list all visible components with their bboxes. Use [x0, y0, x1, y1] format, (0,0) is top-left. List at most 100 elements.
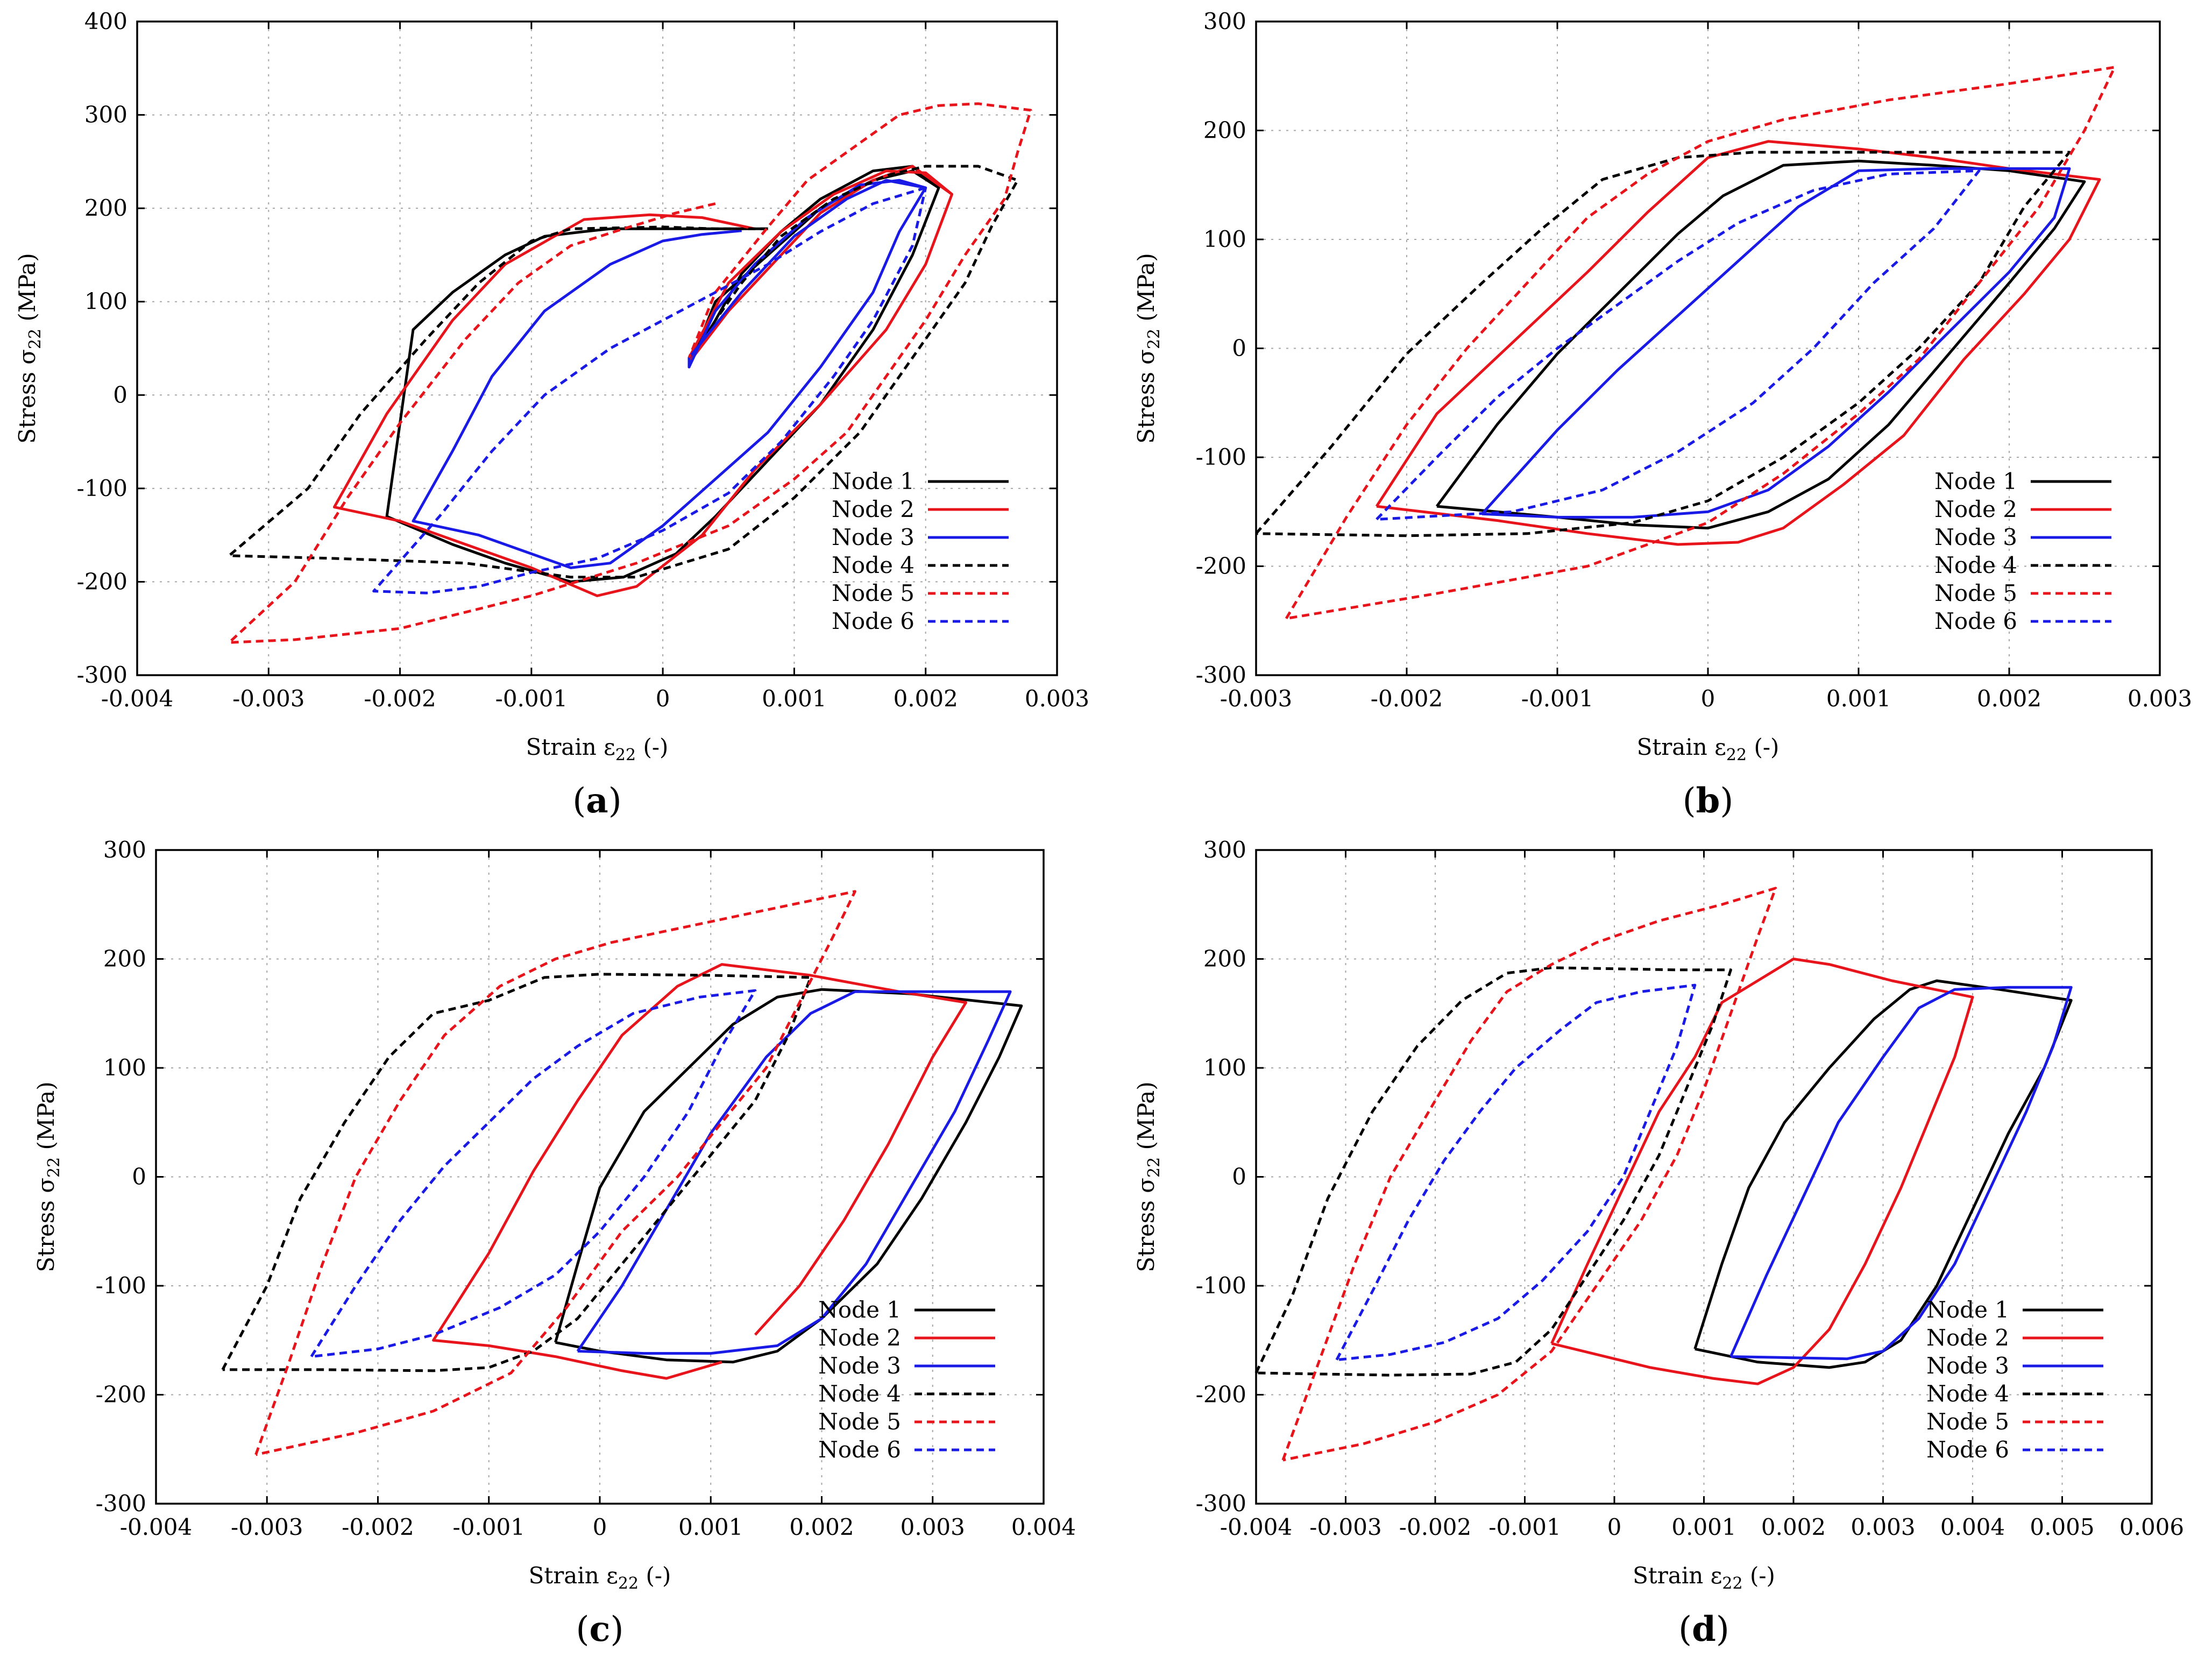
panel-c: -0.004 -0.003 -0.002 -0.001 0 0.001 0.002 0.003…: [33, 837, 1076, 1649]
x-tick-label: -0.001: [1521, 685, 1593, 712]
x-axis-label: Strain ε22 (-): [1633, 1562, 1775, 1593]
x-tick-label: 0.001: [762, 685, 826, 712]
y-tick-label: 100: [1203, 226, 1246, 252]
panel-caption: (a): [572, 781, 621, 821]
y-tick-label: -100: [1196, 1272, 1246, 1299]
y-tick-label: 300: [103, 837, 146, 863]
legend-label: Node 3: [818, 1352, 901, 1379]
x-tick-label: -0.004: [101, 685, 173, 712]
series-line-node-3: [1481, 167, 2071, 519]
y-tick-label: -200: [1196, 1382, 1246, 1408]
y-tick-label: 0: [132, 1164, 146, 1190]
y-tick-label: 200: [1203, 946, 1246, 972]
y-tick-label: -300: [96, 1490, 146, 1517]
x-tick-label: 0.006: [2119, 1514, 2184, 1540]
y-tick-label: 300: [1203, 8, 1246, 34]
series-line-node-1: [1435, 159, 2086, 530]
series-line-node-1: [1693, 979, 2073, 1369]
legend-label: Node 5: [1926, 1408, 2009, 1435]
x-tick-label: 0.001: [1826, 685, 1891, 712]
x-tick-label: -0.003: [1309, 1514, 1381, 1540]
y-tick-label: -300: [77, 662, 127, 688]
series-line-node-6: [310, 989, 757, 1358]
series-line-node-4: [1255, 151, 2071, 537]
series-line-node-1: [554, 988, 1023, 1364]
x-tick-label: -0.003: [231, 1514, 303, 1540]
panel-caption: (b): [1683, 781, 1734, 821]
legend-label: Node 2: [1926, 1325, 2009, 1351]
legend-label: Node 1: [1926, 1297, 2009, 1323]
y-tick-label: 100: [84, 288, 127, 315]
series-line-node-6: [1335, 983, 1697, 1362]
x-tick-label: 0.002: [1977, 685, 2041, 712]
series-line-node-4: [1254, 966, 1732, 1377]
legend-label: Node 6: [1934, 608, 2017, 634]
x-tick-label: 0: [593, 1514, 607, 1540]
plot-frame: [136, 20, 1058, 676]
x-tick-label: 0.004: [1011, 1514, 1076, 1540]
panel-b: -0.003 -0.002 -0.001 0 0.001 0.002 0.003 -300 -2…: [1133, 8, 2192, 821]
legend-label: Node 3: [832, 524, 914, 550]
series-line-node-4: [221, 973, 812, 1372]
x-tick-label: -0.001: [1488, 1514, 1561, 1540]
series-line-node-2: [1375, 140, 2101, 546]
y-tick-label: 300: [1203, 837, 1246, 863]
plot-frame: [155, 849, 1045, 1505]
x-tick-label: -0.002: [1371, 685, 1443, 712]
y-tick-label: -100: [1196, 444, 1246, 470]
y-tick-label: -100: [96, 1272, 146, 1299]
legend-label: Node 3: [1934, 524, 2017, 550]
legend-label: Node 4: [1934, 552, 2017, 578]
x-tick-label: -0.003: [232, 685, 304, 712]
x-tick-label: -0.002: [342, 1514, 414, 1540]
y-axis-label: Stress σ22 (MPa): [33, 1081, 63, 1272]
series-line-node-5: [1281, 887, 1777, 1462]
x-tick-label: -0.001: [495, 685, 568, 712]
series-line-node-4: [228, 165, 1019, 579]
x-tick-label: -0.004: [1220, 1514, 1292, 1540]
y-tick-label: 200: [103, 946, 146, 972]
x-tick-label: -0.002: [1399, 1514, 1471, 1540]
series-line-node-2: [1550, 958, 1974, 1385]
y-tick-label: -200: [96, 1382, 146, 1408]
y-tick-label: 0: [113, 381, 127, 408]
series-line-node-3: [576, 990, 1012, 1355]
panel-caption: (d): [1678, 1609, 1729, 1649]
x-tick-label: 0: [1607, 1514, 1622, 1540]
x-tick-label: -0.003: [1220, 685, 1292, 712]
series-line-node-6: [372, 186, 927, 594]
x-axis-label: Strain ε22 (-): [1637, 734, 1779, 764]
x-tick-label: -0.002: [364, 685, 436, 712]
x-tick-label: 0.004: [1940, 1514, 2005, 1540]
legend-label: Node 4: [818, 1380, 901, 1407]
panel-caption: (c): [576, 1609, 624, 1649]
plot-frame: [1255, 20, 2161, 676]
x-tick-label: 0.003: [901, 1514, 965, 1540]
y-axis-label: Stress σ22 (MPa): [1133, 253, 1164, 443]
series-line-node-6: [1376, 169, 1981, 521]
y-tick-label: -200: [77, 568, 127, 594]
series-line-node-5: [228, 102, 1032, 644]
legend-label: Node 2: [818, 1325, 901, 1351]
legend-label: Node 1: [818, 1297, 901, 1323]
x-tick-label: -0.001: [453, 1514, 525, 1540]
series-line-node-2: [432, 963, 968, 1380]
series-line-node-2: [332, 165, 954, 597]
y-axis-label: Stress σ22 (MPa): [1133, 1081, 1164, 1272]
y-tick-label: 0: [1232, 335, 1246, 362]
x-tick-label: 0.003: [2128, 685, 2192, 712]
x-tick-label: 0: [656, 685, 670, 712]
x-tick-label: 0.003: [1851, 1514, 1915, 1540]
x-axis-label: Strain ε22 (-): [526, 734, 669, 764]
y-tick-label: -300: [1196, 662, 1246, 688]
legend-label: Node 6: [818, 1436, 901, 1463]
legend-label: Node 4: [832, 552, 914, 578]
panel-d: -0.004 -0.003 -0.002 -0.001 0 0.001 0.002 0.003…: [1133, 837, 2184, 1649]
legend-label: Node 4: [1926, 1380, 2009, 1407]
y-tick-label: -100: [77, 475, 127, 501]
x-tick-label: 0: [1701, 685, 1715, 712]
x-tick-label: -0.004: [120, 1514, 192, 1540]
series-line-node-5: [254, 890, 856, 1456]
panel-a: -0.004 -0.003 -0.002 -0.001 0 0.001 0.002 0.003…: [14, 8, 1089, 821]
